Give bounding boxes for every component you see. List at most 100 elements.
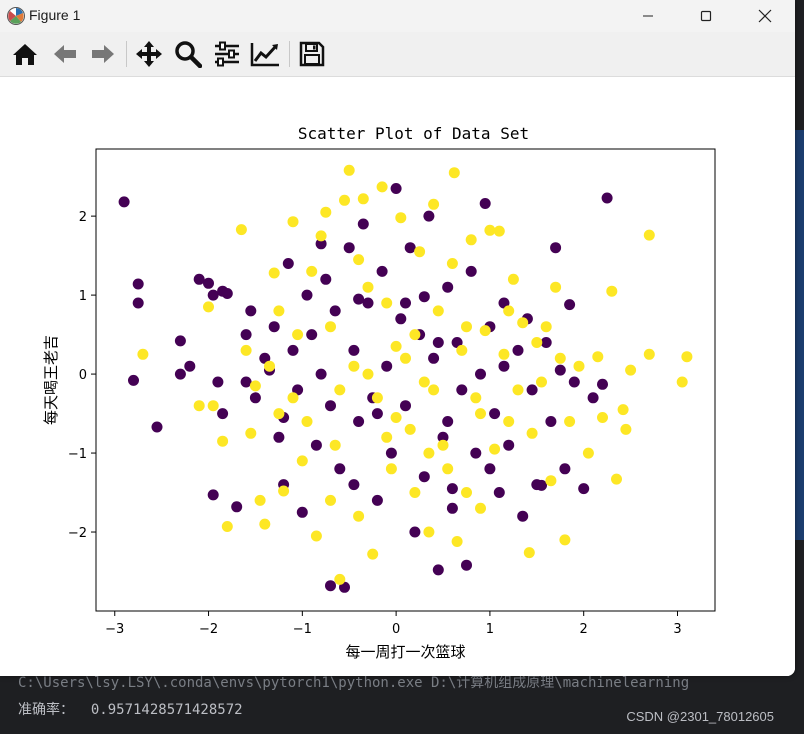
data-point-class-0 — [554, 364, 566, 376]
zoom-button[interactable] — [173, 39, 203, 69]
data-point-class-1 — [203, 301, 214, 313]
data-point-class-1 — [676, 376, 688, 388]
data-point-class-1 — [287, 216, 299, 228]
data-point-class-0 — [203, 277, 214, 289]
data-point-class-0 — [132, 278, 144, 290]
x-tick-label: −3 — [105, 622, 124, 637]
title-bar[interactable]: Figure 1 — [0, 0, 795, 32]
data-point-class-0 — [306, 329, 318, 341]
scatter-plot[interactable]: −3 −2 −1 0 1 2 3 −2 −1 0 1 2 Scatter Plot of Data Se… — [0, 77, 795, 676]
data-point-class-1 — [395, 212, 407, 224]
data-point-class-1 — [442, 463, 454, 475]
figure-canvas[interactable]: −3 −2 −1 0 1 2 3 −2 −1 0 1 2 Scatter Plot of Data Se… — [0, 77, 795, 676]
data-point-class-1 — [193, 400, 205, 412]
data-point-class-1 — [437, 439, 449, 451]
csdn-watermark: CSDN @2301_78012605 — [626, 709, 774, 724]
data-point-class-1 — [418, 376, 430, 388]
data-point-class-1 — [554, 352, 566, 364]
data-point-class-1 — [249, 380, 261, 392]
close-button[interactable] — [736, 0, 794, 32]
data-point-class-1 — [461, 487, 472, 498]
data-point-class-1 — [451, 536, 463, 547]
minimize-button[interactable] — [619, 0, 677, 32]
data-point-class-0 — [240, 376, 252, 388]
data-point-class-1 — [310, 530, 322, 542]
data-point-class-0 — [503, 439, 515, 451]
forward-button[interactable] — [88, 39, 118, 69]
data-point-class-0 — [325, 400, 336, 412]
data-point-class-0 — [428, 352, 440, 364]
data-point-class-0 — [353, 293, 365, 305]
data-point-class-0 — [128, 374, 139, 386]
data-point-class-0 — [550, 242, 562, 254]
pan-icon — [136, 41, 162, 67]
data-point-class-0 — [343, 242, 355, 254]
data-point-class-1 — [264, 360, 275, 372]
navigation-toolbar — [0, 32, 795, 77]
data-point-class-1 — [582, 447, 594, 459]
data-point-class-1 — [409, 329, 421, 341]
x-tick-label: 1 — [486, 622, 494, 637]
maximize-icon — [700, 10, 712, 22]
data-point-class-1 — [306, 265, 318, 277]
data-point-class-0 — [432, 564, 444, 576]
data-point-class-1 — [273, 305, 285, 317]
data-point-class-1 — [390, 412, 402, 423]
data-point-class-0 — [301, 289, 313, 301]
y-tick-label: −1 — [68, 447, 87, 462]
maximize-button[interactable] — [677, 0, 735, 32]
data-point-class-0 — [329, 305, 341, 317]
data-point-class-1 — [456, 344, 468, 356]
data-point-class-0 — [446, 483, 458, 495]
data-point-class-0 — [212, 376, 224, 388]
data-point-class-1 — [325, 494, 336, 506]
data-point-class-1 — [273, 408, 285, 420]
data-point-class-0 — [390, 183, 402, 194]
data-point-class-1 — [353, 254, 365, 266]
data-point-class-1 — [498, 348, 510, 360]
y-tick-label: −2 — [68, 526, 87, 541]
data-point-class-0 — [193, 273, 205, 285]
forward-arrow-icon — [92, 45, 114, 63]
data-point-class-0 — [418, 471, 430, 483]
data-point-class-0 — [536, 479, 547, 491]
data-point-class-0 — [174, 368, 186, 380]
data-point-class-0 — [334, 463, 346, 475]
data-point-class-1 — [240, 344, 252, 356]
data-point-class-1 — [381, 297, 393, 309]
data-point-class-0 — [498, 297, 510, 309]
data-point-class-1 — [334, 573, 346, 585]
home-button[interactable] — [10, 39, 40, 69]
zoom-icon — [175, 41, 202, 68]
pan-button[interactable] — [134, 39, 164, 69]
subplots-button[interactable] — [212, 39, 242, 69]
data-point-class-1 — [315, 230, 327, 242]
axes-frame — [95, 148, 716, 612]
x-tick-label: −1 — [293, 622, 312, 637]
data-point-class-0 — [400, 297, 411, 309]
data-point-class-1 — [536, 376, 547, 388]
back-button[interactable] — [50, 39, 80, 69]
save-button[interactable] — [297, 39, 327, 69]
data-point-class-1 — [489, 443, 501, 455]
data-point-class-0 — [282, 258, 294, 269]
data-point-class-1 — [414, 246, 426, 258]
data-point-class-0 — [442, 281, 454, 293]
terminal-output-line: 准确率： 0.9571428571428572 — [18, 699, 243, 719]
data-point-class-1 — [573, 360, 585, 372]
data-point-class-0 — [479, 198, 491, 209]
data-point-class-1 — [559, 534, 571, 546]
edit-axis-button[interactable] — [250, 39, 280, 69]
data-point-class-1 — [625, 364, 637, 376]
data-point-class-1 — [245, 427, 257, 439]
data-point-class-0 — [432, 337, 444, 348]
data-point-class-1 — [517, 317, 529, 329]
data-point-class-0 — [475, 368, 486, 380]
data-point-class-0 — [371, 408, 383, 420]
toolbar-separator — [126, 41, 127, 67]
data-point-class-0 — [437, 431, 449, 443]
data-point-class-1 — [390, 340, 402, 352]
data-point-class-0 — [249, 392, 261, 404]
data-point-class-1 — [432, 305, 444, 317]
data-point-class-0 — [381, 360, 393, 372]
